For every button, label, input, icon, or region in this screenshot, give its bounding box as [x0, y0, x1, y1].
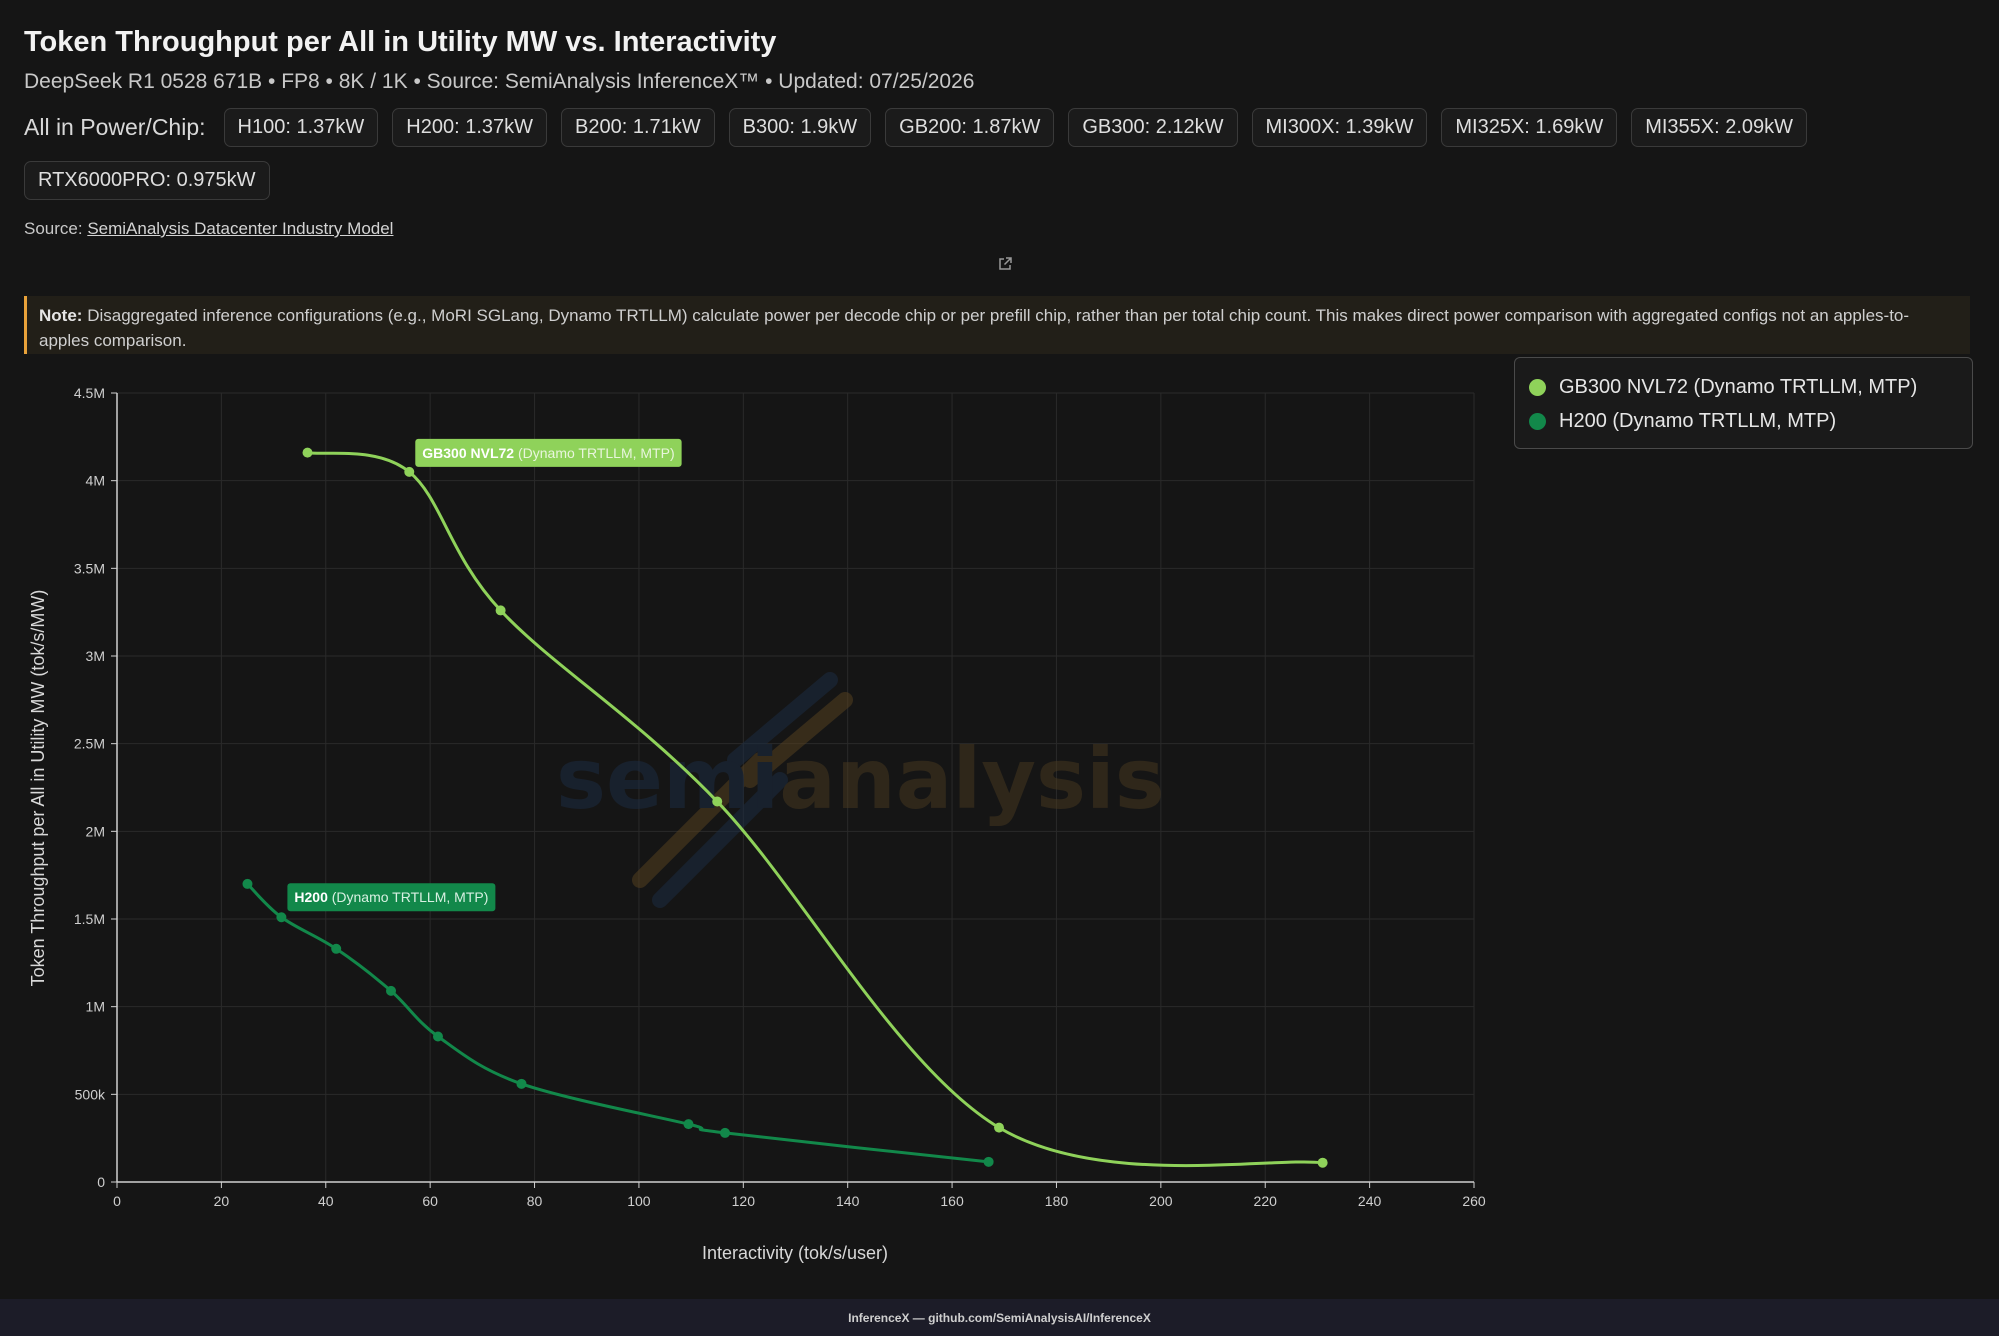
legend-dot-h200 [1529, 412, 1546, 430]
disaggregation-note: Note: Disaggregated inference configurat… [24, 296, 1970, 354]
x-tick-label: 180 [1045, 1193, 1069, 1209]
power-chip-mi325x: MI325X: 1.69kW [1441, 108, 1618, 147]
series-label-layer: GB300 NVL72 (Dynamo TRTLLM, MTP)H200 (Dy… [287, 438, 682, 912]
series-line-h200 [246, 882, 989, 1164]
source-prefix: Source: [24, 219, 83, 238]
series-line-gb300 [307, 451, 1323, 1168]
y-tick-label: 1.5M [74, 911, 105, 927]
y-tick-label: 4M [86, 473, 105, 489]
grid-layer [116, 392, 1475, 1183]
watermark-text: semianalysis [556, 730, 1165, 828]
chart-legend: GB300 NVL72 (Dynamo TRTLLM, MTP) H200 (D… [1514, 357, 1973, 449]
series-label-detail-h200: (Dynamo TRTLLM, MTP) [332, 889, 489, 905]
series-label-text-gb300: GB300 NVL72 (Dynamo TRTLLM, MTP) [422, 445, 674, 461]
x-tick-label: 240 [1358, 1193, 1382, 1209]
data-point-h200[interactable] [276, 912, 287, 923]
series-label-gb300: GB300 NVL72 (Dynamo TRTLLM, MTP) [415, 438, 682, 467]
data-point-h200[interactable] [683, 1119, 694, 1130]
y-axis-title: Token Throughput per All in Utility MW (… [28, 590, 48, 987]
footer-bar: InferenceX — github.com/SemiAnalysisAI/I… [0, 1299, 1999, 1336]
y-tick-label: 0 [97, 1174, 105, 1190]
y-tick-label: 500k [75, 1086, 106, 1102]
chart-subtitle: DeepSeek R1 0528 671B • FP8 • 8K / 1K • … [24, 70, 975, 93]
x-axis-title: Interactivity (tok/s/user) [702, 1243, 888, 1263]
x-tick-label: 200 [1149, 1193, 1173, 1209]
power-per-chip-row: All in Power/Chip: H100: 1.37kW H200: 1.… [24, 108, 1884, 200]
power-chip-h100: H100: 1.37kW [223, 108, 379, 147]
power-chip-b300: B300: 1.9kW [728, 108, 872, 147]
data-point-gb300[interactable] [404, 466, 415, 477]
data-point-h200[interactable] [331, 943, 342, 954]
series-layer [242, 447, 1328, 1168]
series-label-bold-gb300: GB300 NVL72 [422, 445, 518, 461]
x-tick-label: 260 [1462, 1193, 1486, 1209]
x-tick-label: 40 [318, 1193, 334, 1209]
data-point-gb300[interactable] [495, 605, 506, 616]
power-chip-mi300x: MI300X: 1.39kW [1251, 108, 1428, 147]
x-tick-label: 0 [113, 1193, 121, 1209]
legend-item-h200[interactable]: H200 (Dynamo TRTLLM, MTP) [1529, 404, 1958, 438]
power-chip-gb200: GB200: 1.87kW [885, 108, 1055, 147]
data-point-gb300[interactable] [1317, 1157, 1328, 1168]
chart-svg: semianalysis 0 20 40 60 80 100 120 140 160 180 200… [28, 385, 1486, 1263]
data-point-h200[interactable] [242, 878, 253, 889]
x-tick-label: 120 [732, 1193, 756, 1209]
axis-layer: 0 20 40 60 80 100 120 140 160 180 200 220 240 260 0 500… [74, 385, 1486, 1209]
watermark: semianalysis [556, 672, 1165, 908]
source-link[interactable]: SemiAnalysis Datacenter Industry Model [87, 219, 394, 238]
source-line: Source: SemiAnalysis Datacenter Industry… [24, 219, 393, 239]
chart-title: Token Throughput per All in Utility MW v… [24, 26, 777, 58]
data-point-h200[interactable] [720, 1127, 731, 1138]
data-point-h200[interactable] [432, 1031, 443, 1042]
watermark-logo-mark [632, 672, 853, 908]
data-point-gb300[interactable] [994, 1122, 1005, 1133]
note-label: Note: [39, 306, 83, 325]
data-point-gb300[interactable] [302, 447, 313, 458]
y-tick-label: 4.5M [74, 385, 105, 401]
x-tick-label: 60 [422, 1193, 438, 1209]
power-label: All in Power/Chip: [24, 114, 206, 140]
watermark-text-semi: semi [556, 730, 779, 828]
data-point-h200[interactable] [983, 1156, 994, 1167]
note-text: Disaggregated inference configurations (… [39, 306, 1910, 350]
footer-text: InferenceX — github.com/SemiAnalysisAI/I… [848, 1310, 1151, 1325]
series-label-text-h200: H200 (Dynamo TRTLLM, MTP) [294, 889, 488, 905]
external-link-icon[interactable] [997, 256, 1013, 272]
series-label-h200: H200 (Dynamo TRTLLM, MTP) [287, 883, 496, 912]
watermark-text-analysis: analysis [779, 730, 1165, 828]
data-point-h200[interactable] [386, 985, 397, 996]
series-label-bg-gb300 [415, 438, 682, 467]
x-tick-label: 140 [836, 1193, 860, 1209]
x-tick-label: 80 [527, 1193, 543, 1209]
y-tick-label: 1M [86, 999, 105, 1015]
y-tick-label: 3.5M [74, 560, 105, 576]
y-tick-label: 3M [86, 648, 105, 664]
y-tick-label: 2.5M [74, 736, 105, 752]
series-label-bg-h200 [287, 883, 496, 912]
power-chip-b200: B200: 1.71kW [561, 108, 715, 147]
legend-item-gb300[interactable]: GB300 NVL72 (Dynamo TRTLLM, MTP) [1529, 370, 1958, 404]
power-chip-mi355x: MI355X: 2.09kW [1631, 108, 1808, 147]
power-chip-rtx6000pro: RTX6000PRO: 0.975kW [24, 161, 270, 200]
legend-label-gb300: GB300 NVL72 (Dynamo TRTLLM, MTP) [1559, 375, 1918, 398]
x-tick-label: 160 [940, 1193, 964, 1209]
series-label-bold-h200: H200 [294, 889, 331, 905]
power-chip-h200: H200: 1.37kW [392, 108, 547, 147]
x-tick-label: 100 [627, 1193, 651, 1209]
legend-label-h200: H200 (Dynamo TRTLLM, MTP) [1559, 409, 1837, 432]
series-label-detail-gb300: (Dynamo TRTLLM, MTP) [518, 445, 675, 461]
data-point-h200[interactable] [516, 1078, 527, 1089]
legend-dot-gb300 [1529, 378, 1546, 396]
y-tick-label: 2M [86, 823, 105, 839]
power-chip-gb300: GB300: 2.12kW [1068, 108, 1238, 147]
data-point-gb300[interactable] [712, 796, 723, 807]
x-tick-label: 220 [1254, 1193, 1278, 1209]
x-tick-label: 20 [214, 1193, 230, 1209]
